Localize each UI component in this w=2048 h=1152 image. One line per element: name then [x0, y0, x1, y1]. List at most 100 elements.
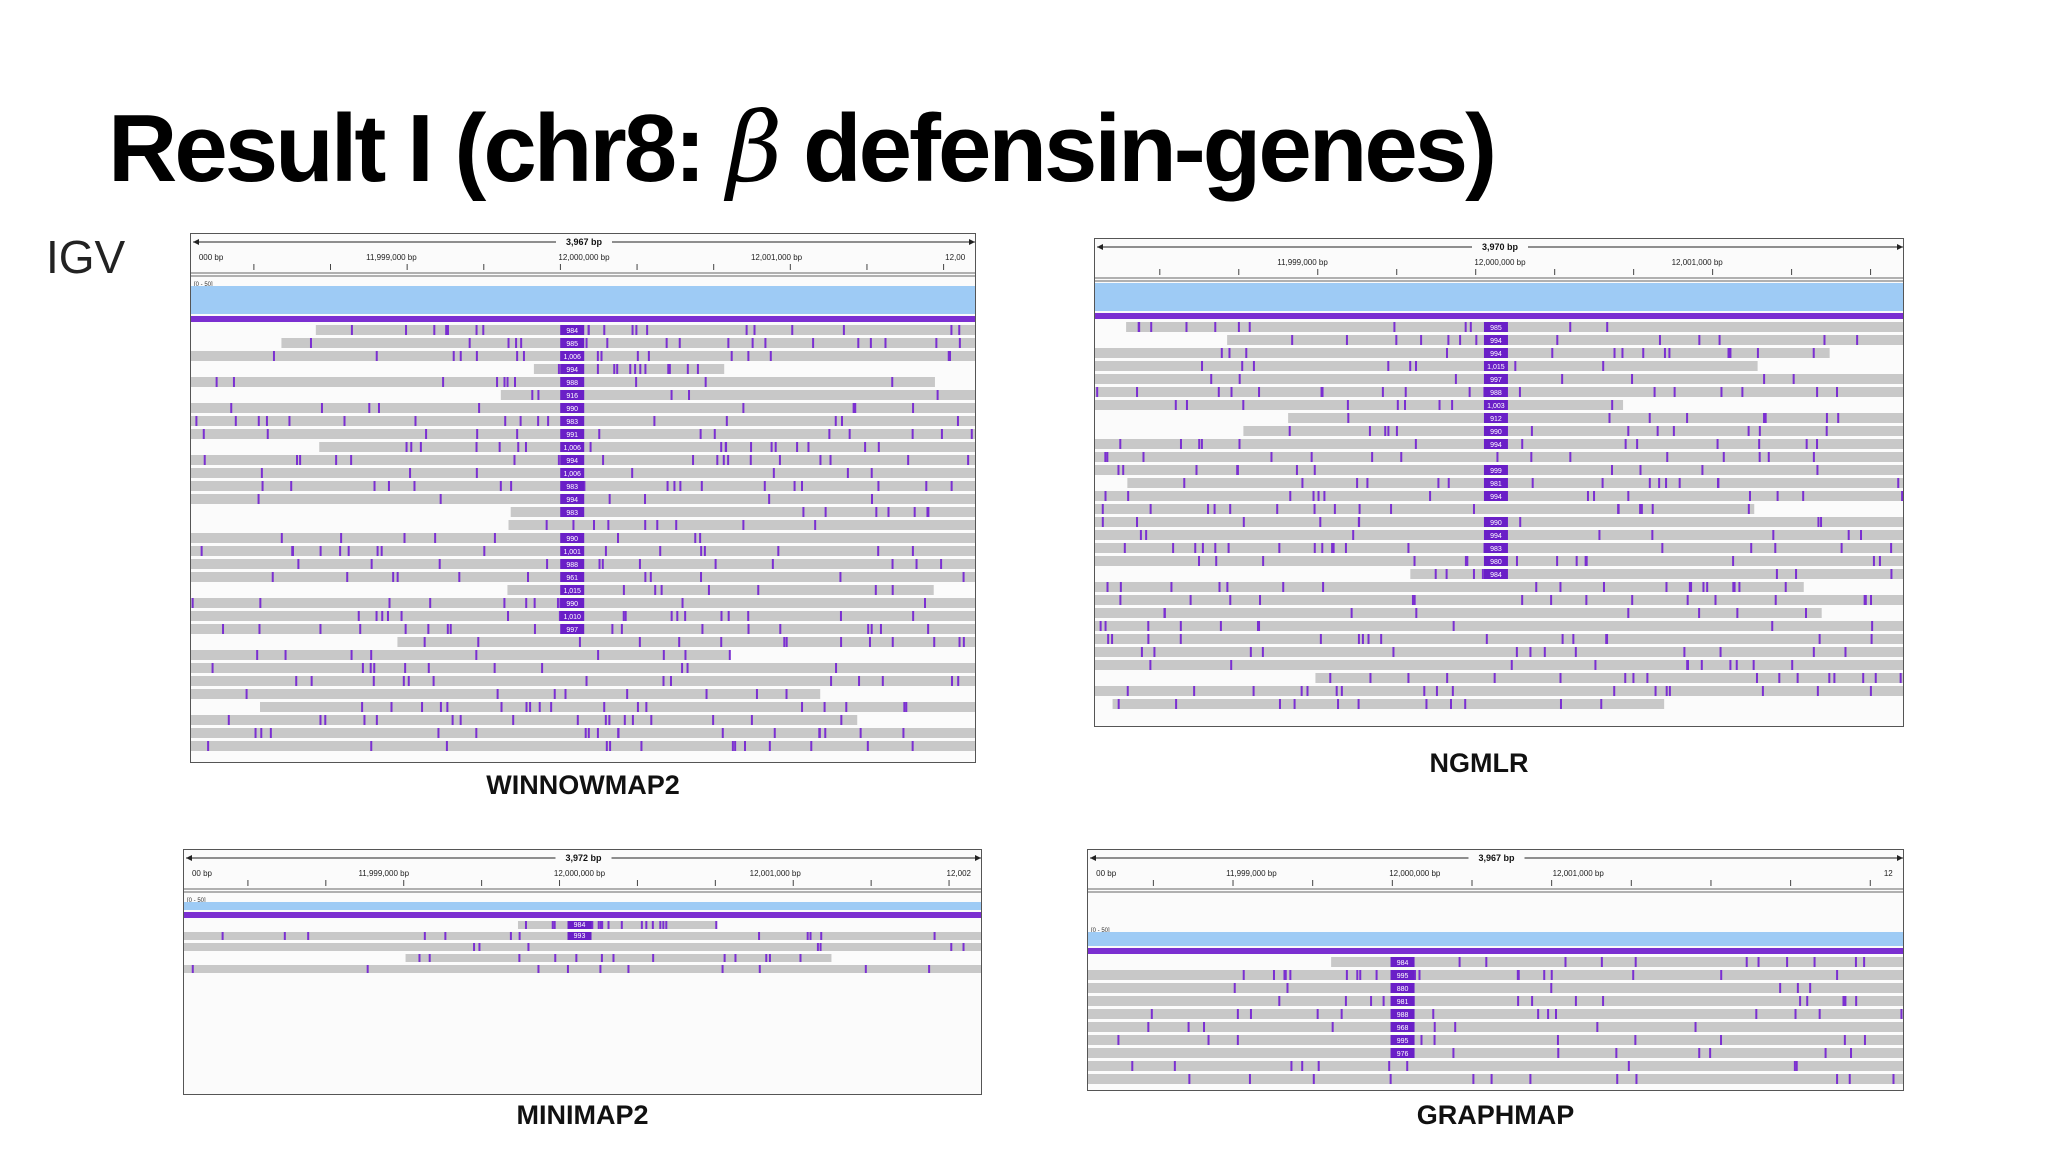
- insertion-mark: [1530, 426, 1533, 436]
- insertion-mark: [1648, 413, 1651, 423]
- read: [1095, 686, 1903, 696]
- insertion-mark: [1621, 348, 1624, 358]
- minimap2-caption: MINIMAP2: [516, 1100, 649, 1130]
- insertion-mark: [1543, 647, 1546, 657]
- insertion-mark: [1901, 491, 1903, 501]
- insertion-box: [1483, 556, 1508, 566]
- insertion-size-label: 984: [574, 922, 586, 929]
- insertion-mark: [1763, 374, 1766, 384]
- insertion-mark: [513, 455, 516, 465]
- insertion-mark: [1521, 595, 1524, 605]
- insertion-box: [1483, 478, 1508, 488]
- insertion-mark: [280, 533, 283, 543]
- insertion-mark: [720, 637, 723, 647]
- insertion-mark: [809, 932, 812, 940]
- insertion-mark: [1698, 335, 1701, 345]
- insertion-mark: [1799, 996, 1802, 1006]
- read: [510, 507, 975, 517]
- insertion-mark: [1816, 439, 1819, 449]
- insertion-mark: [202, 429, 205, 439]
- insertion-mark: [557, 364, 560, 374]
- insertion-mark: [572, 520, 575, 530]
- insertion-mark: [653, 416, 656, 426]
- insertion-mark: [512, 715, 515, 725]
- insertion-mark: [309, 338, 312, 348]
- insertion-box: [1483, 387, 1508, 397]
- insertion-mark: [1490, 1074, 1493, 1084]
- span-label: 3,967 bp: [1478, 853, 1515, 863]
- insertion-mark: [1435, 686, 1438, 696]
- insertion-mark: [1602, 996, 1605, 1006]
- insertion-mark: [727, 338, 730, 348]
- insertion-size-label: 976: [1397, 1051, 1409, 1058]
- insertion-mark: [1420, 1035, 1423, 1045]
- insertion-mark: [1323, 491, 1326, 501]
- insertion-mark: [1350, 608, 1353, 618]
- insertion-mark: [1608, 413, 1611, 423]
- insertion-mark: [650, 715, 653, 725]
- insertion-size-label: 1,015: [1487, 364, 1505, 371]
- insertion-mark: [1764, 413, 1767, 423]
- ngmlr-caption: NGMLR: [1429, 748, 1529, 778]
- insertion-mark: [191, 965, 194, 973]
- insertion-mark: [806, 932, 809, 940]
- insertion-mark: [1469, 322, 1472, 332]
- insertion-mark: [1278, 699, 1281, 709]
- insertion-size-label: 994: [566, 367, 578, 374]
- insertion-mark: [1874, 673, 1877, 683]
- insertion-mark: [903, 702, 906, 712]
- insertion-mark: [1300, 686, 1303, 696]
- insertion-mark: [1107, 634, 1110, 644]
- read: [1095, 361, 1758, 371]
- insertion-mark: [1646, 673, 1649, 683]
- read: [1112, 699, 1665, 709]
- insertion-mark: [1732, 582, 1735, 592]
- insertion-mark: [1153, 647, 1156, 657]
- tick-label: 12,001,000 bp: [751, 253, 803, 262]
- insertion-mark: [533, 624, 536, 634]
- insertion-mark: [1816, 686, 1819, 696]
- insertion-mark: [778, 455, 781, 465]
- insertion-mark: [1686, 660, 1689, 670]
- insertion-size-label: 916: [566, 393, 578, 400]
- slide-title: Result I (chr8: β defensin-genes): [108, 100, 1497, 197]
- insertion-mark: [1824, 1048, 1827, 1058]
- insertion-mark: [1238, 439, 1241, 449]
- insertion-mark: [507, 338, 510, 348]
- insertion-mark: [478, 943, 481, 951]
- read: [1088, 1048, 1903, 1058]
- insertion-mark: [840, 637, 843, 647]
- insertion-mark: [507, 611, 510, 621]
- insertion-mark: [516, 351, 519, 361]
- read: [1088, 1009, 1903, 1019]
- insertion-mark: [1806, 996, 1809, 1006]
- tick-label: 12,001,000 bp: [1553, 869, 1605, 878]
- insertion-mark: [473, 943, 476, 951]
- insertion-mark: [1117, 699, 1120, 709]
- insertion-mark: [592, 520, 595, 530]
- insertion-mark: [452, 351, 455, 361]
- insertion-mark: [1249, 1009, 1252, 1019]
- insertion-mark: [1698, 1048, 1701, 1058]
- insertion-mark: [1227, 543, 1230, 553]
- insertion-mark: [1119, 582, 1122, 592]
- insertion-mark: [515, 338, 518, 348]
- insertion-mark: [381, 611, 384, 621]
- insertion-mark: [1218, 582, 1221, 592]
- insertion-mark: [598, 429, 601, 439]
- insertion-mark: [1663, 348, 1666, 358]
- insertion-mark: [881, 676, 884, 686]
- insertion-mark: [520, 338, 523, 348]
- insertion-box: [1483, 530, 1508, 540]
- tick-label: 12,00: [945, 253, 966, 262]
- tick-label: 12,000,000 bp: [554, 869, 606, 878]
- insertion-box: [560, 572, 585, 582]
- insertion-mark: [750, 715, 753, 725]
- insertion-mark: [1812, 647, 1815, 657]
- insertion-mark: [1256, 621, 1259, 631]
- insertion-mark: [591, 921, 594, 929]
- minimap2-igv-panel: 3,972 bp 00 bp 11,999,000 bp 12,000,000 bp 1…: [183, 849, 982, 1095]
- insertion-mark: [799, 954, 802, 962]
- insertion-mark: [607, 520, 610, 530]
- insertion-mark: [1605, 634, 1608, 644]
